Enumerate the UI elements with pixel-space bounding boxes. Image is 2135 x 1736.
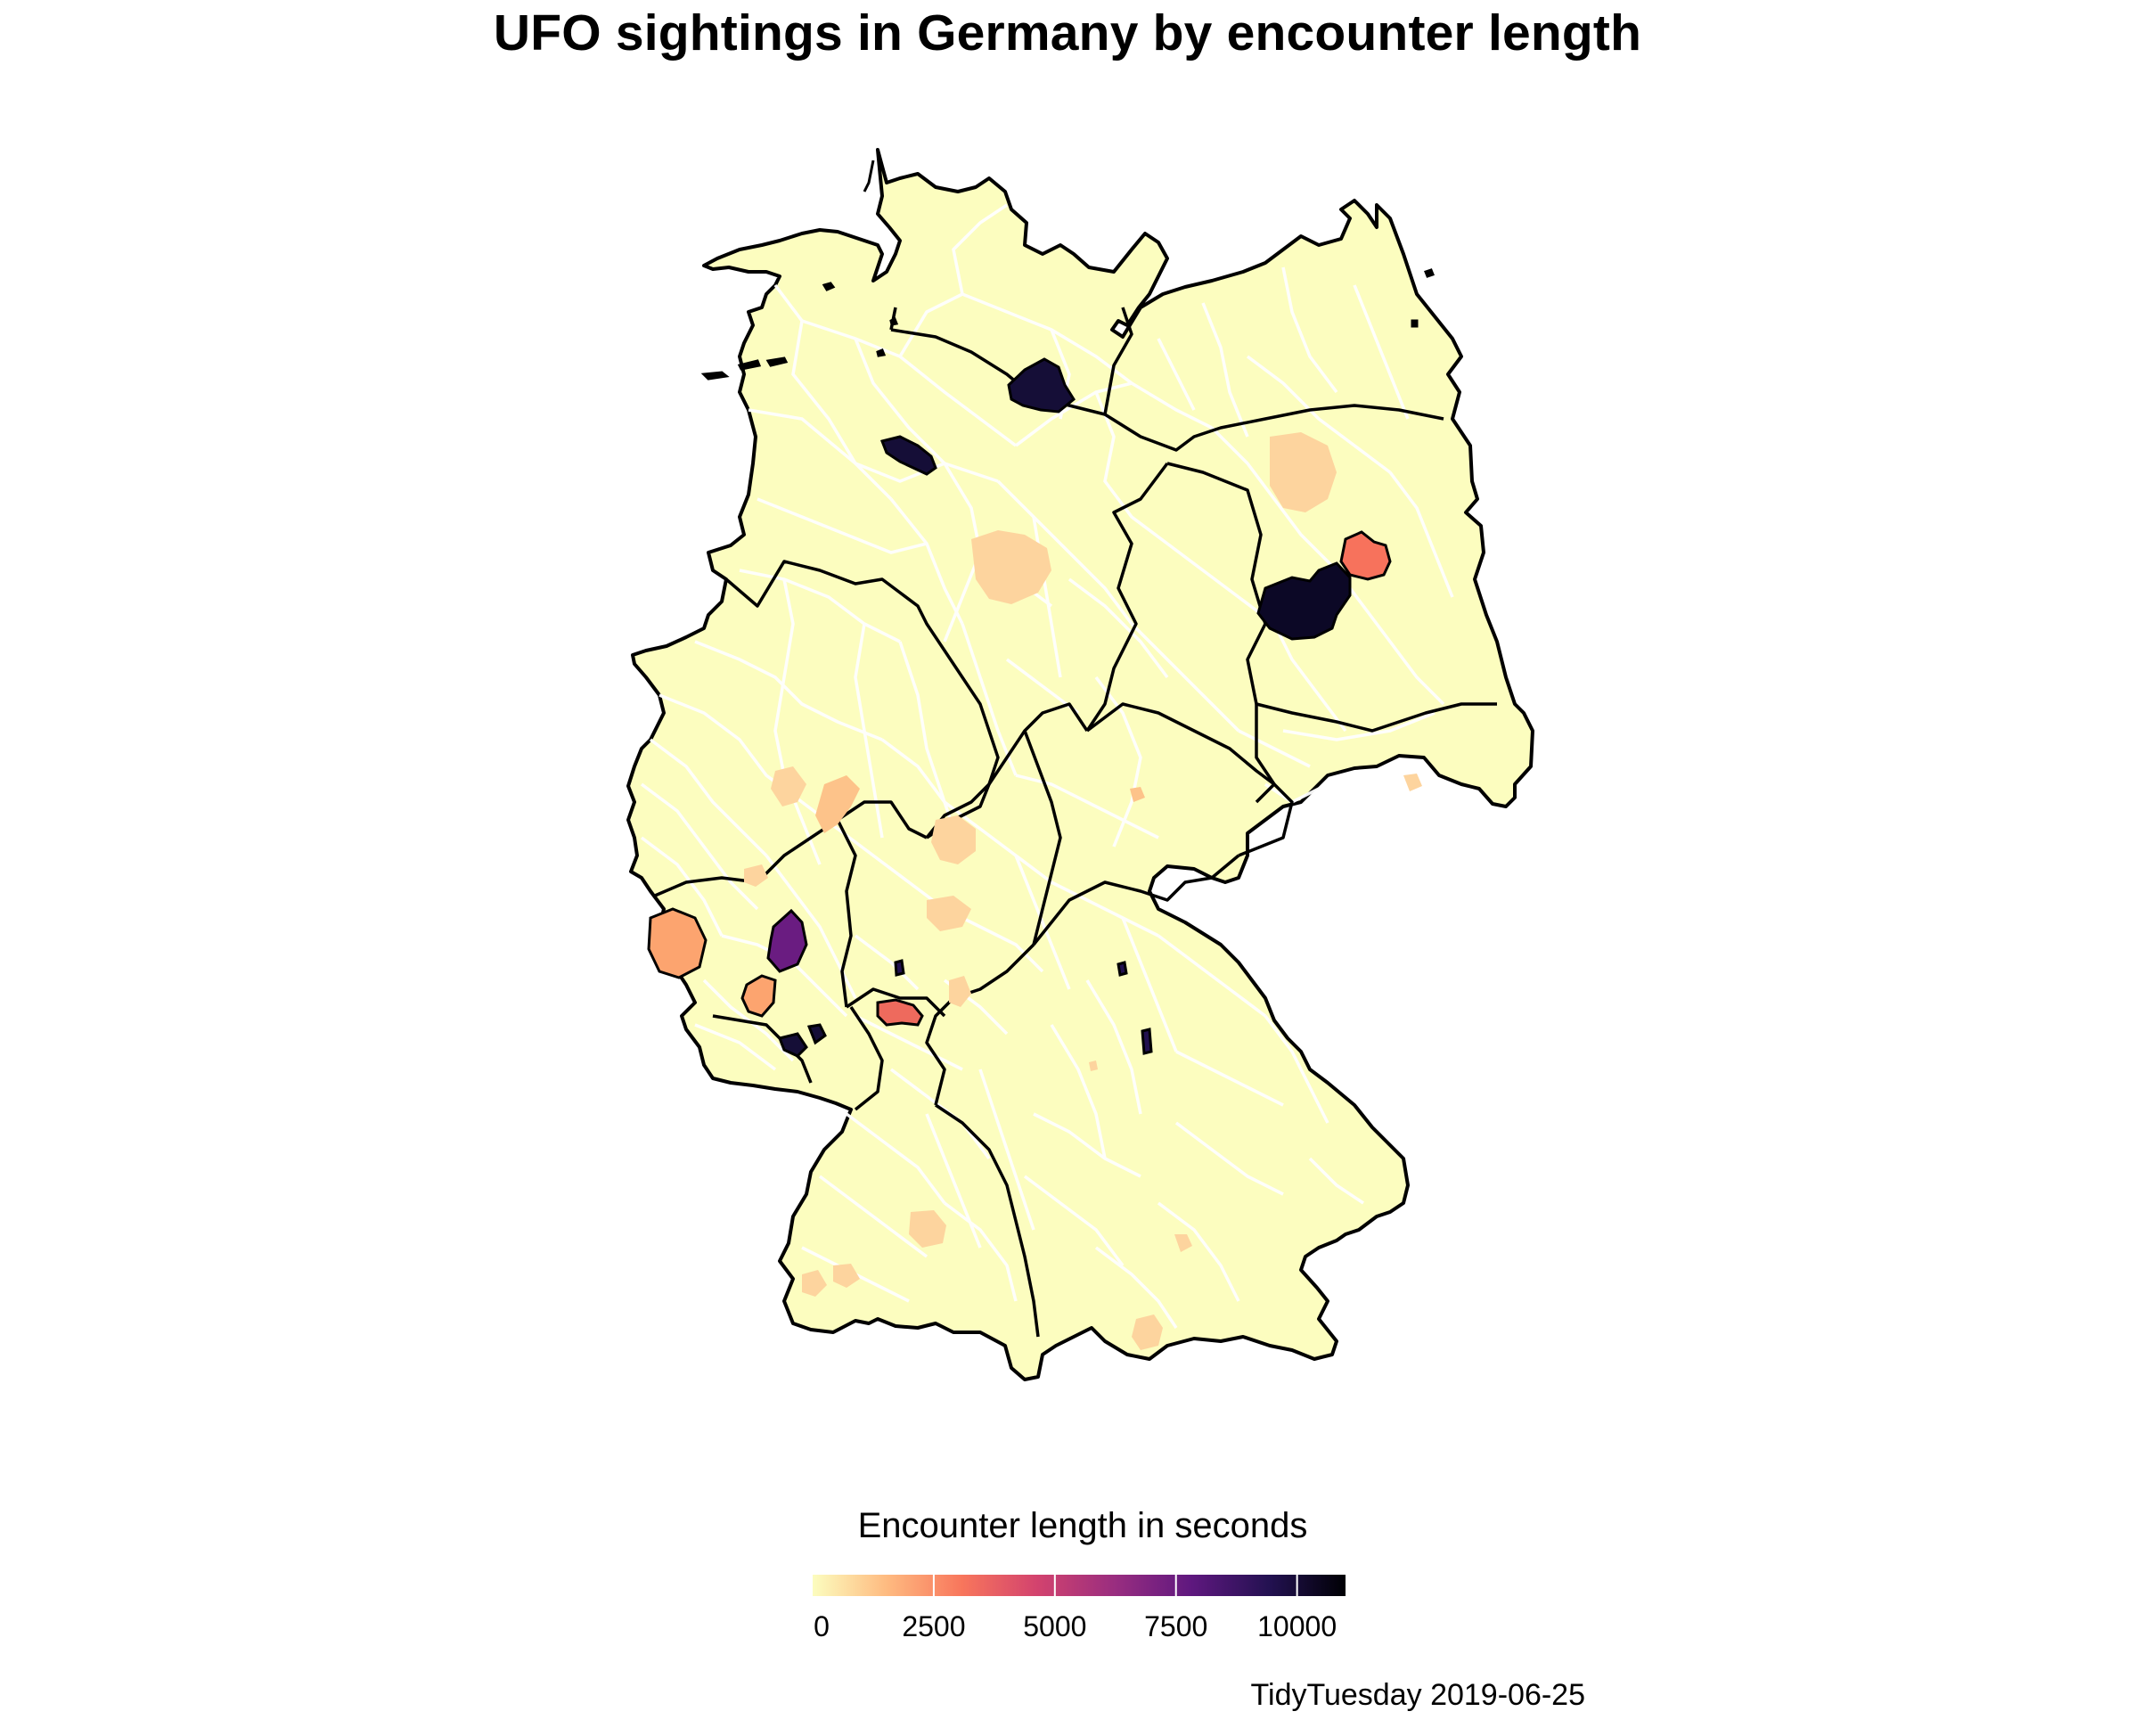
district-thuringia-spot — [1130, 787, 1145, 802]
district-wuerzburg-b — [1141, 1028, 1153, 1055]
district-bavaria-spot — [1089, 1060, 1098, 1071]
district-frankfurt-area — [931, 815, 976, 864]
coast-islands — [700, 160, 1435, 381]
highlighted-districts — [647, 357, 1392, 1058]
district-birkenfeld — [766, 908, 808, 973]
district-bonn — [771, 766, 806, 807]
legend-tick-10000: 10000 — [1257, 1610, 1337, 1642]
legend-tick-2500: 2500 — [902, 1610, 966, 1642]
legend-colorbar — [813, 1575, 1346, 1596]
district-wuerzburg-a — [1117, 961, 1128, 977]
district-saxony-spot — [1403, 774, 1422, 791]
district-hamburg — [1007, 357, 1076, 414]
district-potsdam-mittelmark — [1256, 561, 1352, 641]
district-bremen — [879, 435, 937, 476]
legend-tick-0: 0 — [814, 1610, 830, 1642]
district-hessen-south — [927, 896, 971, 931]
state-borders — [654, 307, 1497, 1338]
caption: TidyTuesday 2019-06-25 — [1250, 1678, 1585, 1712]
district-rlp-spot — [744, 864, 768, 887]
district-karlsruhe — [949, 976, 971, 1007]
legend-tick-5000: 5000 — [1023, 1610, 1087, 1642]
germany-outline — [626, 148, 1534, 1381]
district-trier — [647, 907, 708, 979]
district-rosenheim — [1174, 1234, 1192, 1252]
district-hannover — [971, 530, 1051, 604]
district-saarland-east — [777, 1032, 808, 1058]
legend-title: Encounter length in seconds — [857, 1506, 1308, 1545]
district-stuttgart — [909, 1210, 946, 1248]
district-berlin — [1339, 530, 1392, 581]
low-value-districts — [744, 432, 1422, 1350]
district-freiburg — [802, 1270, 827, 1297]
district-kaiserslautern — [740, 974, 777, 1018]
district-prignitz — [1270, 432, 1337, 512]
district-munich-south — [1132, 1314, 1163, 1350]
legend-tick-7500: 7500 — [1144, 1610, 1208, 1642]
district-mannheim — [876, 998, 924, 1027]
district-koblenz — [815, 775, 860, 833]
district-small-rlp — [894, 959, 905, 977]
district-borders — [640, 203, 1454, 1329]
map-title: UFO sightings in Germany by encounter le… — [493, 4, 1642, 61]
district-lahr — [833, 1264, 860, 1288]
district-saarland-small — [806, 1023, 827, 1045]
